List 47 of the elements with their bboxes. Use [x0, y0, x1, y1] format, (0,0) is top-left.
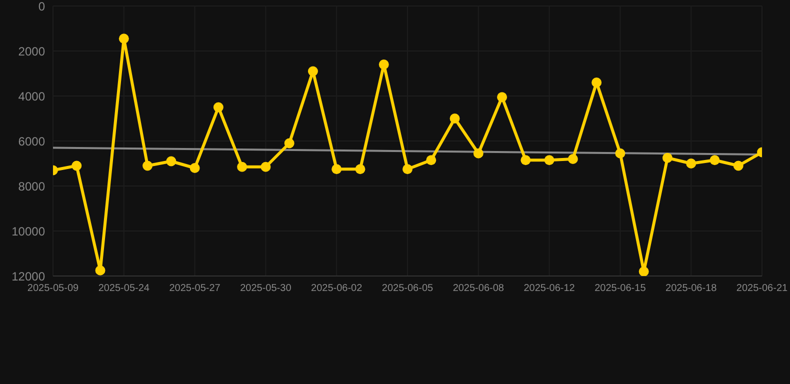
y-tick-label: 0: [38, 0, 46, 14]
y-tick-label: 12000: [12, 269, 46, 284]
point: [497, 92, 508, 102]
point: [237, 162, 248, 172]
point: [686, 158, 696, 168]
x-tick-label: 2025-06-12: [524, 283, 576, 294]
y-tick-label: 8000: [18, 179, 46, 194]
point: [662, 152, 672, 163]
point: [118, 34, 129, 44]
point: [638, 266, 649, 276]
y-tick-label: 4000: [18, 89, 46, 104]
point: [378, 60, 389, 70]
point: [142, 160, 153, 171]
x-tick-label: 2025-06-02: [311, 283, 363, 294]
x-tick-label: 2025-05-24: [98, 283, 150, 294]
point: [166, 156, 176, 166]
point: [72, 160, 82, 171]
x-tick-label: 2025-06-15: [594, 283, 646, 294]
y-tick-label: 6000: [18, 134, 46, 148]
y-tick-label: 10000: [12, 224, 46, 238]
y-tick-label: 2000: [18, 44, 46, 58]
point: [544, 155, 554, 166]
x-tick-label: 2025-05-27: [169, 283, 221, 294]
point: [568, 154, 578, 164]
x-tick-label: 2025-06-21: [736, 283, 788, 294]
point: [450, 114, 460, 124]
point: [615, 148, 626, 158]
x-tick-label: 2025-06-08: [452, 283, 504, 294]
point: [426, 155, 436, 166]
point: [710, 155, 720, 166]
point: [190, 163, 200, 173]
x-tick-label: 2025-05-09: [27, 283, 80, 294]
point: [733, 160, 744, 171]
point: [308, 66, 318, 76]
x-tick-label: 2025-06-18: [666, 283, 718, 294]
point: [402, 164, 412, 174]
point: [213, 102, 224, 112]
point: [284, 138, 294, 148]
point: [355, 164, 366, 174]
point: [473, 148, 484, 158]
x-tick-label: 2025-06-05: [382, 283, 434, 294]
x-tick-label: 2025-05-30: [240, 283, 292, 294]
point: [332, 164, 342, 174]
point: [520, 155, 531, 166]
point: [260, 162, 271, 172]
point: [95, 265, 106, 276]
point: [592, 78, 602, 88]
